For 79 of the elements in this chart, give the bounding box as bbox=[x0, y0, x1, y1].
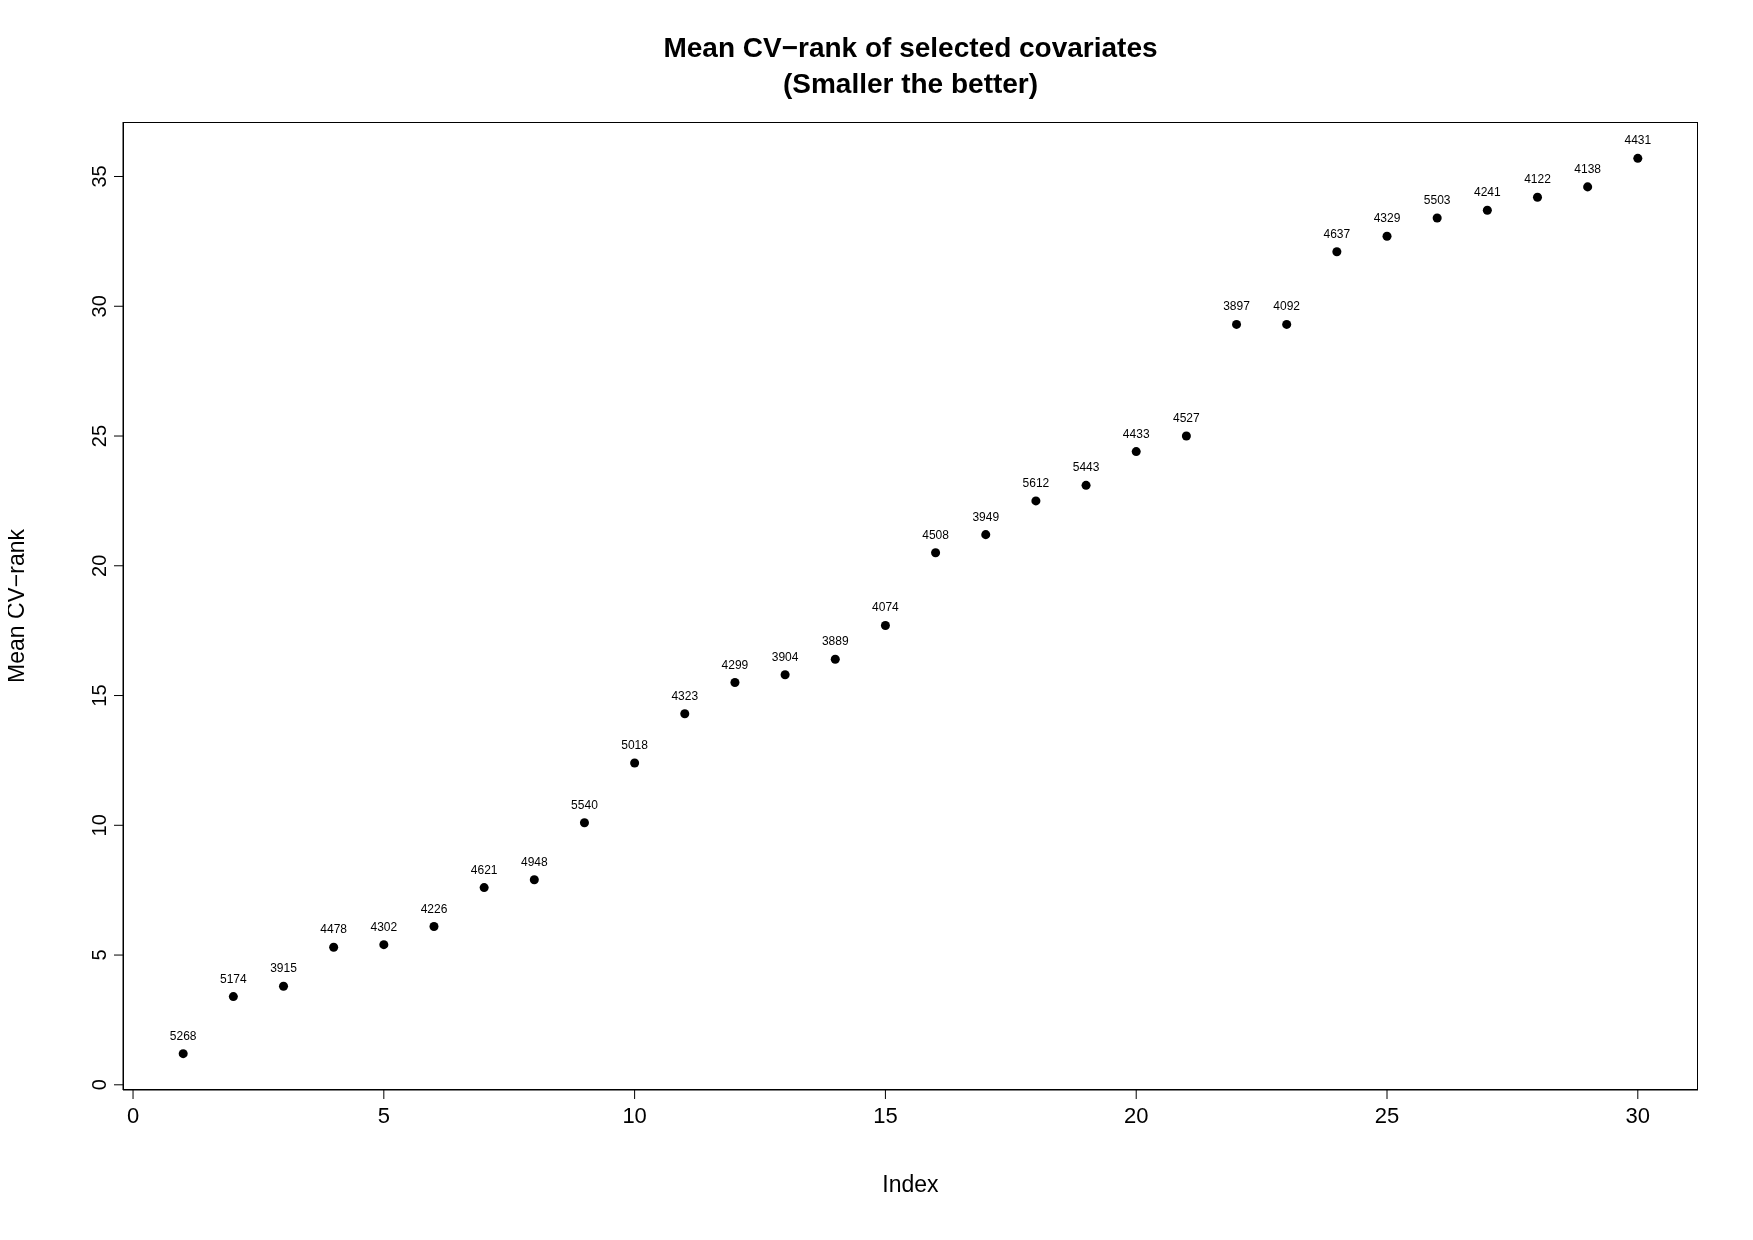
point bbox=[1332, 247, 1342, 257]
point bbox=[1583, 182, 1593, 192]
annotation: 5018 bbox=[621, 738, 649, 753]
annotation: 3897 bbox=[1223, 299, 1251, 314]
point bbox=[880, 620, 890, 630]
x-tick-label: 5 bbox=[377, 1102, 390, 1128]
annotation: 4074 bbox=[872, 600, 900, 615]
x-tick-label: 25 bbox=[1374, 1102, 1400, 1128]
y-axis-title: Mean CV−rank bbox=[3, 528, 30, 684]
annotation: 3904 bbox=[771, 649, 799, 664]
point bbox=[1633, 153, 1643, 163]
annotation: 4323 bbox=[671, 688, 699, 703]
point bbox=[1131, 447, 1141, 457]
chart-subtitle: (Smaller the better) bbox=[781, 67, 1040, 101]
point bbox=[329, 942, 339, 952]
annotation: 4302 bbox=[370, 919, 398, 934]
y-tick-label: 15 bbox=[88, 684, 110, 707]
annotation: 5268 bbox=[169, 1028, 197, 1043]
point bbox=[1432, 213, 1442, 223]
point bbox=[630, 758, 640, 768]
point bbox=[379, 940, 389, 950]
x-axis-title: Index bbox=[882, 1171, 940, 1197]
annotation: 4226 bbox=[420, 901, 448, 916]
y-tick-label: 25 bbox=[88, 424, 110, 448]
annotation: 5540 bbox=[571, 797, 599, 812]
y-tick-label: 35 bbox=[88, 165, 110, 188]
point bbox=[1382, 231, 1392, 241]
x-tick-label: 10 bbox=[622, 1102, 647, 1128]
point bbox=[830, 654, 840, 664]
y-tick-label: 30 bbox=[88, 295, 110, 318]
annotation: 5174 bbox=[220, 971, 248, 986]
point bbox=[479, 883, 489, 893]
point bbox=[780, 670, 790, 680]
annotation: 4508 bbox=[922, 527, 950, 542]
annotation: 4478 bbox=[320, 922, 348, 937]
annotation: 4241 bbox=[1473, 185, 1501, 200]
annotation: 3915 bbox=[270, 961, 298, 976]
annotation: 4431 bbox=[1624, 133, 1652, 148]
chart-title: Mean CV−rank of selected covariates bbox=[662, 31, 1159, 65]
annotation: 4948 bbox=[520, 854, 548, 869]
annotation: 4433 bbox=[1122, 426, 1150, 441]
point bbox=[931, 548, 941, 558]
x-tick-label: 15 bbox=[873, 1102, 898, 1128]
point bbox=[228, 992, 238, 1002]
annotation: 4637 bbox=[1323, 226, 1351, 241]
point bbox=[429, 922, 439, 932]
y-tick-label: 20 bbox=[88, 554, 110, 577]
annotation: 5503 bbox=[1423, 193, 1451, 208]
annotation: 5612 bbox=[1022, 475, 1050, 490]
point bbox=[1282, 319, 1292, 329]
y-tick-label: 10 bbox=[88, 814, 110, 837]
x-tick-label: 0 bbox=[126, 1102, 140, 1128]
point bbox=[1081, 480, 1091, 490]
point bbox=[529, 875, 539, 885]
y-tick-label: 5 bbox=[88, 949, 110, 961]
x-tick-label: 30 bbox=[1625, 1102, 1651, 1128]
annotation: 4299 bbox=[721, 657, 749, 672]
point bbox=[1181, 431, 1191, 441]
point bbox=[579, 818, 589, 828]
annotation: 3949 bbox=[972, 509, 1000, 524]
point bbox=[981, 530, 991, 540]
x-tick-label: 20 bbox=[1123, 1102, 1149, 1128]
annotation: 3889 bbox=[821, 634, 849, 649]
point bbox=[178, 1049, 188, 1059]
y-tick-label: 0 bbox=[88, 1079, 110, 1091]
annotation: 4092 bbox=[1273, 299, 1301, 314]
annotation: 4122 bbox=[1524, 172, 1552, 187]
point bbox=[1532, 192, 1542, 202]
annotation: 4621 bbox=[470, 862, 498, 877]
point bbox=[1232, 319, 1242, 329]
point bbox=[680, 709, 690, 719]
point bbox=[279, 981, 289, 991]
point bbox=[1482, 205, 1492, 215]
point bbox=[1031, 496, 1041, 506]
point bbox=[730, 678, 740, 688]
annotation: 4329 bbox=[1373, 211, 1401, 226]
annotation: 4138 bbox=[1574, 161, 1602, 176]
annotation: 4527 bbox=[1173, 411, 1201, 426]
annotation: 5443 bbox=[1072, 460, 1100, 475]
